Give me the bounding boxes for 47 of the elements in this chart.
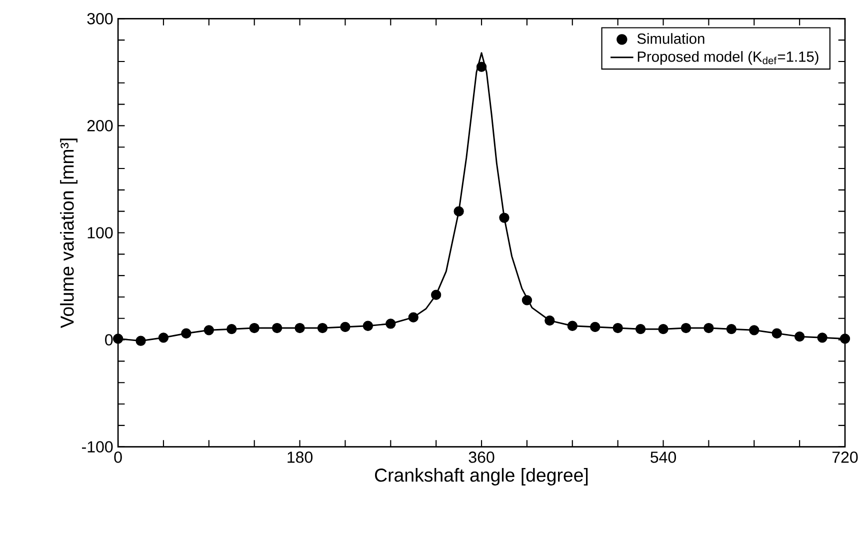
y-tick-label: 0	[105, 334, 113, 346]
point	[362, 320, 374, 332]
x-tick-label: 540	[650, 452, 676, 463]
legend-label: Proposed model (K$_{def}$=1.15)	[638, 51, 818, 65]
point	[817, 332, 828, 343]
point	[386, 318, 396, 329]
point	[499, 212, 510, 223]
point	[181, 328, 192, 339]
point	[340, 322, 350, 332]
point	[567, 320, 578, 332]
point	[317, 323, 328, 334]
point	[704, 323, 714, 334]
point	[249, 323, 260, 334]
legend-label: Simulation	[637, 33, 704, 44]
point	[454, 206, 464, 216]
y-tick-label: 100	[88, 227, 113, 238]
point	[522, 295, 532, 306]
y-tick-label: 300	[87, 13, 113, 24]
point	[635, 324, 646, 334]
point	[590, 322, 600, 332]
point	[431, 290, 442, 300]
point	[772, 328, 782, 339]
x-tick-label: 360	[468, 452, 494, 463]
point	[749, 325, 760, 336]
x-tick-label: 180	[288, 452, 313, 463]
point	[204, 325, 214, 336]
point	[794, 332, 805, 342]
y-axis-title: Volume variation [mm³]	[60, 138, 78, 328]
point	[226, 324, 237, 334]
point	[612, 323, 623, 334]
point	[680, 323, 692, 334]
point	[294, 323, 305, 334]
y-tick-label: -100	[82, 441, 113, 453]
point	[476, 62, 487, 72]
point	[112, 334, 124, 344]
x-axis-title: Crankshaft angle [degree]	[375, 468, 588, 486]
point	[726, 324, 736, 334]
point	[544, 316, 555, 326]
point	[658, 324, 668, 334]
point	[840, 334, 850, 344]
y-tick-label: 200	[87, 120, 113, 132]
point	[136, 336, 146, 346]
x-tick-label: 0	[114, 452, 122, 463]
point	[158, 332, 169, 343]
x-tick-label: 720	[832, 452, 858, 463]
point	[408, 312, 418, 322]
point	[272, 323, 282, 334]
